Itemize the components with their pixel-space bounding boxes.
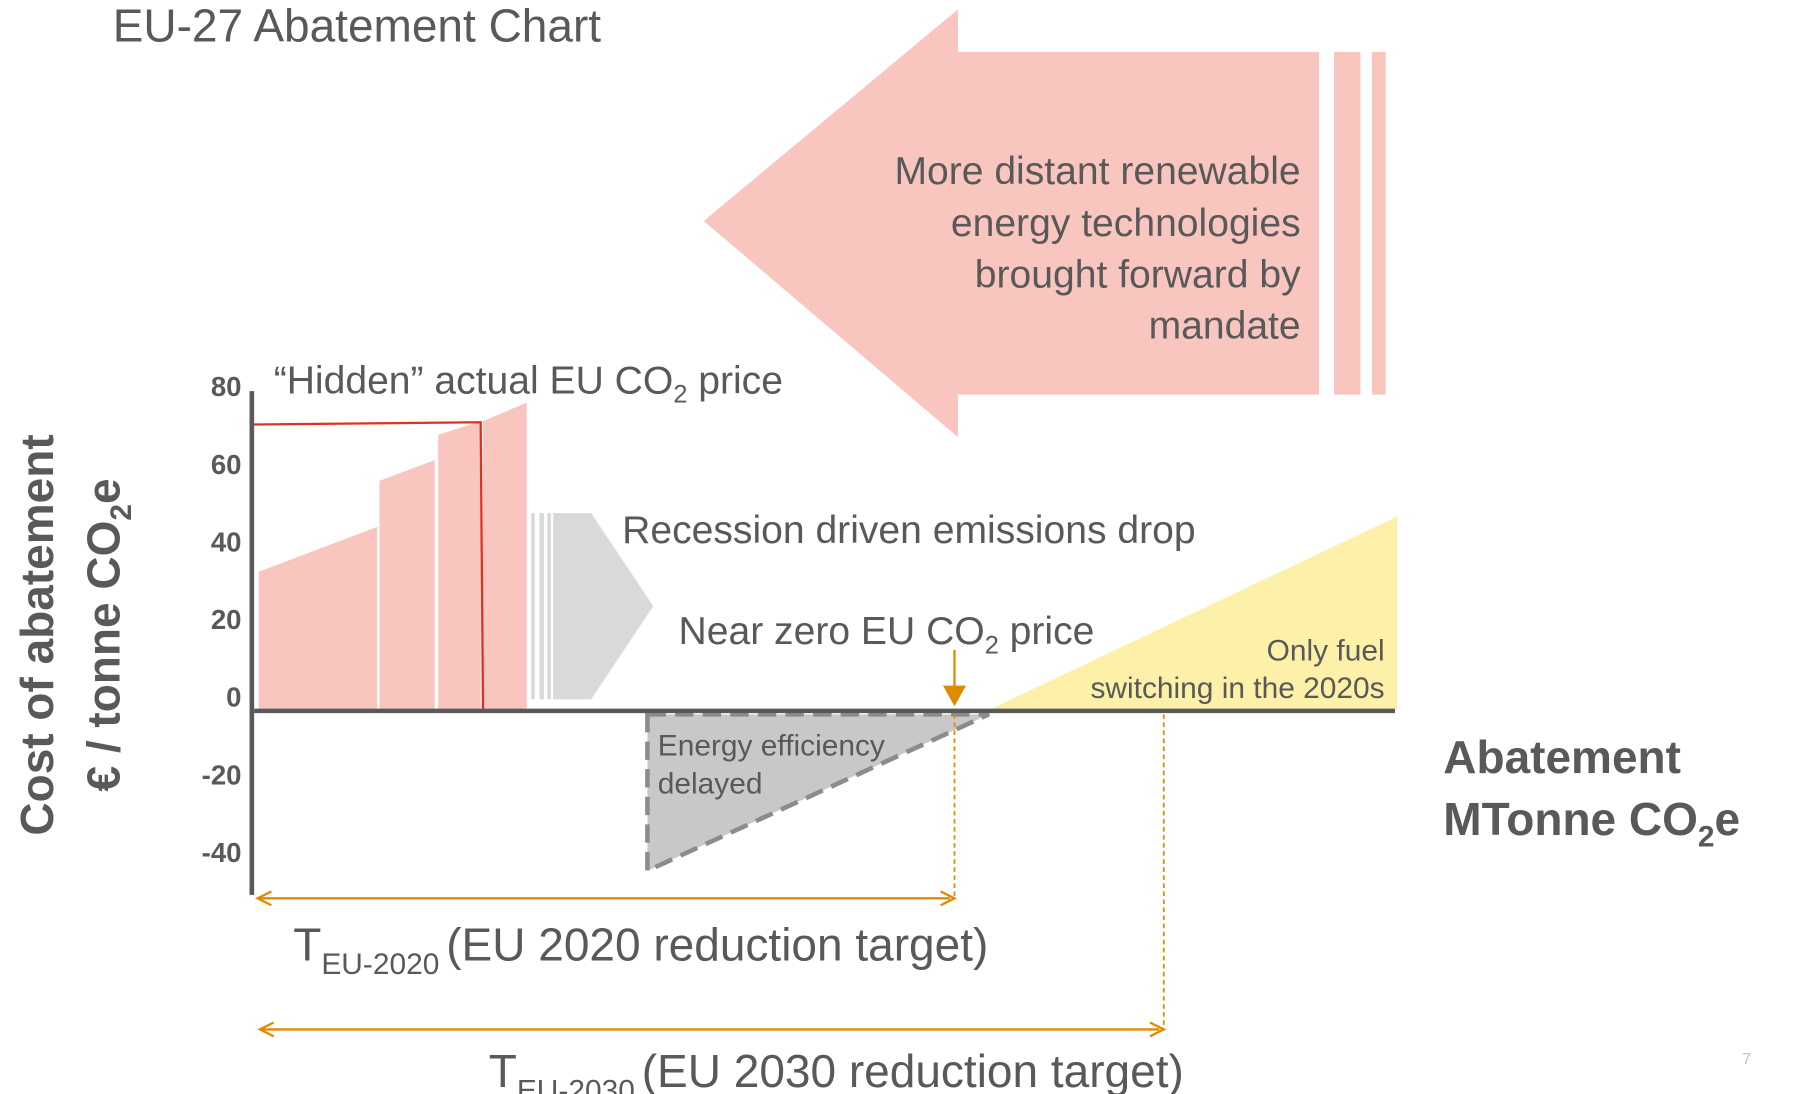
fuel-label: switching in the 2020s [1090, 672, 1384, 705]
arrow-stripe [1334, 51, 1361, 395]
fuel-switch-area [989, 516, 1398, 710]
efficiency-area [645, 712, 990, 875]
recession-stripe [531, 513, 535, 700]
arrowhead [257, 1021, 275, 1038]
arrowhead [255, 890, 272, 907]
efficiency-label: Energy efficiency [658, 730, 885, 763]
recession-stripe [539, 513, 544, 700]
cost-bar [379, 460, 435, 710]
target-2030-label: TEU-2030 (EU 2030 reduction target) [489, 1045, 1184, 1094]
recession-stripe [547, 513, 551, 700]
near-zero-label: Near zero EU CO2 price [679, 610, 1095, 659]
renewables-arrow [703, 9, 1320, 438]
y-tick-label: 80 [211, 371, 242, 402]
arrow-text: More distant renewable [894, 150, 1300, 193]
hidden-price-line [252, 421, 485, 710]
recession-arrow [553, 513, 654, 700]
page-number: 7 [1742, 1050, 1751, 1068]
hidden-price-label: “Hidden” actual EU CO2 price [274, 359, 783, 408]
arrowhead [1149, 1021, 1167, 1038]
recession-label: Recession driven emissions drop [622, 509, 1195, 552]
arrow-text: brought forward by [975, 254, 1301, 297]
y-tick-label: 40 [211, 526, 242, 557]
price-pointer-head [943, 685, 966, 707]
y-axis-label: € / tonne CO2e [78, 478, 139, 791]
title: EU-27 Abatement Chart [113, 0, 602, 52]
fuel-label: Only fuel [1267, 634, 1385, 667]
x-axis-label: MTonne CO2e [1443, 793, 1740, 854]
y-axis-label: Cost of abatement [11, 434, 63, 835]
y-tick-label: 0 [226, 682, 241, 713]
y-tick-label: 60 [211, 449, 242, 480]
arrow-stripe [1371, 51, 1386, 395]
cost-bar [258, 526, 378, 710]
arrow-text: mandate [1149, 304, 1301, 347]
cost-bar [438, 421, 481, 710]
x-axis-label: Abatement [1443, 731, 1681, 783]
y-tick-label: 20 [211, 604, 242, 635]
target-2020-label: TEU-2020 (EU 2020 reduction target) [293, 918, 988, 981]
cost-bar [483, 402, 527, 710]
arrow-text: energy technologies [951, 202, 1301, 245]
efficiency-label: delayed [658, 768, 763, 801]
y-tick-label: -20 [202, 759, 242, 790]
y-tick-label: -40 [202, 837, 242, 868]
arrowhead [940, 890, 958, 907]
